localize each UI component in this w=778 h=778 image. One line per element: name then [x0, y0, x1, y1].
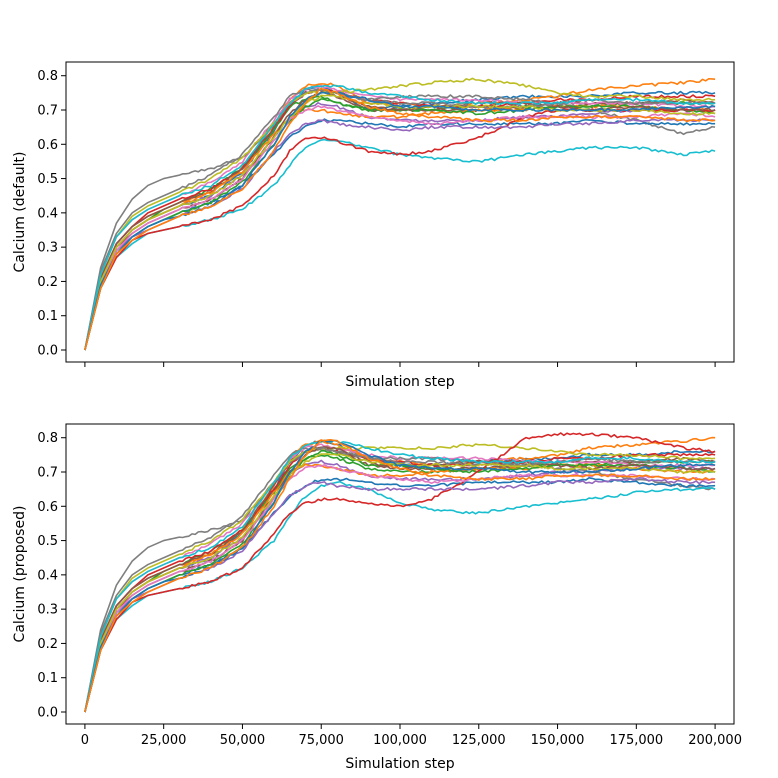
top-series-line-9: [84, 77, 716, 351]
top-series-line-6: [84, 88, 716, 351]
top-y-tick-label: 0.2: [37, 275, 58, 290]
bottom-x-tick-label: 175,000: [609, 733, 663, 748]
bottom-x-tick-label: 100,000: [373, 733, 427, 748]
bottom-series-line-18: [84, 446, 716, 713]
bottom-series-lines: [84, 432, 716, 713]
bottom-series-line-19: [84, 453, 716, 713]
top-plot: 0.0 0.1 0.2 0.3 0.4 0.5 0.6 0.7 0.8 Simulation s…: [12, 61, 735, 390]
bottom-y-tick-label: 0.6: [37, 500, 58, 515]
top-y-tick-label: 0.3: [37, 241, 58, 256]
top-series-line-10: [84, 138, 716, 351]
bottom-x-tick-label: 75,000: [298, 733, 344, 748]
bottom-plot: 0.0 0.1 0.2 0.3 0.4 0.5 0.6 0.7 0.8 0 25,000 50,00…: [12, 423, 742, 772]
top-x-axis-label: Simulation step: [345, 374, 454, 390]
bottom-y-tick-label: 0.2: [37, 637, 58, 652]
bottom-y-tick-label: 0.4: [37, 568, 58, 583]
bottom-y-tick-label: 0.3: [37, 603, 58, 618]
bottom-x-tick-label: 125,000: [452, 733, 506, 748]
top-series-line-8: [84, 88, 716, 351]
top-y-tick-label: 0.1: [37, 309, 58, 324]
bottom-x-tick-label: 200,000: [688, 733, 742, 748]
top-x-axis-ticks: [84, 362, 716, 367]
top-series-line-16: [84, 91, 716, 351]
top-y-tick-label: 0.8: [37, 69, 58, 84]
bottom-x-tick-label: 25,000: [141, 733, 187, 748]
bottom-series-line-2: [84, 436, 716, 713]
bottom-series-line-22: [84, 439, 716, 713]
bottom-series-line-9: [84, 443, 716, 713]
bottom-series-line-1: [84, 440, 716, 713]
top-series-line-22: [84, 87, 716, 351]
top-series-line-4: [84, 88, 716, 351]
bottom-y-tick-label: 0.5: [37, 534, 58, 549]
bottom-series-line-20: [84, 439, 716, 713]
bottom-series-line-14: [84, 432, 716, 713]
top-series-line-1: [84, 84, 716, 351]
top-series-line-7: [84, 84, 716, 351]
top-y-tick-label: 0.4: [37, 206, 58, 221]
bottom-series-line-10: [84, 480, 716, 713]
top-y-tick-label: 0.7: [37, 104, 58, 119]
top-y-axis-ticks: 0.0 0.1 0.2 0.3 0.4 0.5 0.6 0.7 0.8: [37, 69, 66, 359]
bottom-x-tick-label: 0: [81, 733, 89, 748]
bottom-y-tick-label: 0.7: [37, 466, 58, 481]
top-y-tick-label: 0.5: [37, 172, 58, 187]
bottom-series-line-13: [84, 449, 716, 713]
top-y-axis-label: Calcium (default): [12, 152, 28, 273]
bottom-series-line-21: [84, 439, 716, 713]
bottom-series-line-6: [84, 447, 716, 713]
top-series-line-20: [84, 84, 716, 351]
bottom-y-tick-label: 0.8: [37, 431, 58, 446]
top-series-lines: [84, 77, 716, 351]
bottom-series-line-11: [84, 476, 716, 713]
bottom-x-tick-label: 150,000: [531, 733, 585, 748]
top-y-tick-label: 0.6: [37, 138, 58, 153]
top-series-line-3: [84, 95, 716, 351]
top-series-line-14: [84, 107, 716, 351]
top-y-tick-label: 0.0: [37, 344, 58, 359]
bottom-series-line-4: [84, 446, 716, 713]
bottom-y-axis-ticks: 0.0 0.1 0.2 0.3 0.4 0.5 0.6 0.7 0.8: [37, 431, 66, 721]
bottom-y-tick-label: 0.1: [37, 671, 58, 686]
bottom-x-axis-ticks: 0 25,000 50,000 75,000 100,000 125,000 150,000…: [81, 724, 742, 748]
bottom-series-line-5: [84, 459, 716, 713]
top-series-line-12: [84, 104, 716, 351]
bottom-series-line-15: [84, 476, 716, 713]
bottom-x-axis-label: Simulation step: [345, 756, 454, 772]
top-series-line-13: [84, 98, 716, 351]
bottom-y-axis-label: Calcium (proposed): [12, 506, 28, 643]
top-series-line-18: [84, 87, 716, 351]
bottom-series-line-7: [84, 443, 716, 713]
bottom-x-tick-label: 50,000: [220, 733, 266, 748]
top-series-line-19: [84, 94, 716, 351]
top-series-line-17: [84, 105, 716, 351]
bottom-series-line-8: [84, 447, 716, 713]
bottom-y-tick-label: 0.0: [37, 706, 58, 721]
